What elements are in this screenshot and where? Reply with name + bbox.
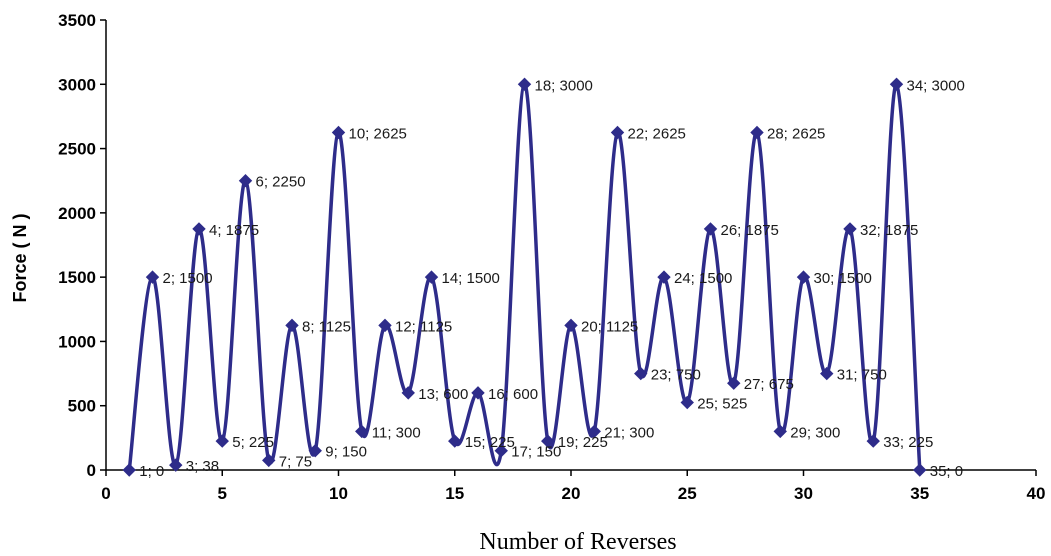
y-tick-label: 3500 [58, 11, 96, 30]
data-point-label: 25; 525 [697, 396, 747, 413]
data-point-label: 23; 750 [651, 367, 701, 384]
data-point-marker [773, 424, 787, 439]
data-point-label: 30; 1500 [814, 270, 872, 287]
ticks: 0 500 1000 1500 2000 2500 3000 3500 0 5 10 15 20 25 30… [58, 11, 1045, 503]
series-line-layer [127, 82, 922, 471]
data-point-marker [494, 444, 508, 458]
data-point-label: 11; 300 [372, 424, 421, 441]
data-point-marker [657, 270, 671, 284]
data-point-label: 14; 1500 [442, 270, 500, 287]
y-tick-label: 500 [68, 397, 96, 416]
data-point-label: 29; 300 [790, 424, 840, 441]
data-point-label: 31; 750 [837, 367, 887, 384]
data-point-label: 1; 0 [139, 463, 164, 480]
force-series-line [127, 82, 922, 471]
data-point-label: 24; 1500 [674, 270, 732, 287]
data-point-marker [541, 434, 555, 448]
data-point-marker [262, 453, 276, 468]
data-point-marker [610, 125, 625, 140]
data-point-marker [680, 395, 694, 410]
data-point-label: 3; 38 [186, 458, 219, 475]
y-tick-label: 2000 [58, 204, 96, 223]
data-point-marker [634, 366, 648, 381]
data-point-label: 26; 1875 [721, 222, 779, 239]
data-point-marker [727, 376, 741, 390]
data-point-label: 20; 1125 [581, 318, 638, 335]
data-point-marker [564, 318, 578, 333]
data-point-label: 12; 1125 [395, 318, 452, 335]
data-point-marker [471, 386, 485, 400]
y-tick-label: 2500 [58, 140, 96, 159]
data-point-marker [820, 366, 834, 381]
data-point-marker [517, 77, 532, 91]
data-point-label: 7; 75 [279, 453, 312, 470]
data-point-label: 33; 225 [883, 434, 933, 451]
data-point-label: 6; 2250 [256, 174, 306, 191]
data-point-label: 27; 675 [744, 376, 794, 393]
data-point-marker [238, 174, 253, 188]
x-tick-label: 0 [101, 484, 110, 503]
data-point-marker [866, 434, 880, 448]
data-point-label: 19; 225 [558, 434, 608, 451]
data-point-marker [215, 434, 229, 448]
data-point-marker [448, 434, 462, 448]
x-tick-label: 15 [445, 484, 464, 503]
data-point-label: 13; 600 [418, 386, 468, 403]
data-point-marker [122, 463, 136, 477]
x-tick-label: 25 [678, 484, 697, 503]
data-point-marker [843, 222, 857, 236]
data-point-marker [750, 125, 764, 140]
point-labels: 1; 0 2; 1500 3; 38 4; 1875 5; 225 6; 2250 7; 7… [139, 77, 965, 480]
x-tick-label: 5 [218, 484, 227, 503]
x-tick-label: 30 [794, 484, 813, 503]
data-point-label: 2; 1500 [163, 270, 213, 287]
y-tick-label: 1000 [58, 332, 96, 351]
markers [122, 77, 927, 477]
data-point-marker [331, 125, 346, 140]
data-point-marker [378, 318, 392, 333]
x-axis-title: Number of Reverses [479, 529, 676, 555]
data-point-marker [796, 270, 811, 284]
data-point-label: 4; 1875 [209, 222, 259, 239]
data-point-label: 28; 2625 [767, 126, 825, 143]
y-tick-label: 1500 [58, 268, 96, 287]
data-point-label: 9; 150 [325, 444, 367, 461]
data-point-label: 21; 300 [604, 424, 654, 441]
data-point-label: 8; 1125 [302, 318, 351, 335]
data-point-label: 35; 0 [930, 463, 963, 480]
data-point-marker [913, 463, 927, 477]
data-point-marker [355, 424, 369, 439]
data-point-label: 15; 225 [465, 434, 515, 451]
data-point-marker [285, 318, 299, 333]
data-point-label: 10; 2625 [349, 126, 407, 143]
y-axis-title: Force ( N ) [10, 213, 30, 302]
data-point-label: 32; 1875 [860, 222, 918, 239]
data-point-marker [424, 270, 439, 284]
data-point-marker [401, 386, 415, 400]
data-point-marker [703, 222, 718, 236]
data-point-marker [889, 77, 904, 91]
x-tick-label: 40 [1027, 484, 1046, 503]
data-point-label: 17; 150 [511, 444, 561, 461]
data-point-marker [308, 444, 322, 458]
data-point-label: 22; 2625 [628, 126, 686, 143]
x-tick-label: 10 [329, 484, 348, 503]
data-point-marker [587, 424, 601, 439]
data-point-marker [145, 270, 160, 284]
y-tick-label: 3000 [58, 75, 96, 94]
x-tick-label: 35 [910, 484, 929, 503]
x-tick-label: 20 [562, 484, 581, 503]
data-point-label: 16; 600 [488, 386, 538, 403]
data-point-marker [192, 222, 206, 236]
data-point-label: 34; 3000 [907, 77, 965, 94]
data-point-marker [169, 458, 183, 472]
data-point-label: 5; 225 [232, 434, 274, 451]
data-point-label: 18; 3000 [535, 77, 593, 94]
y-tick-label: 0 [87, 461, 96, 480]
